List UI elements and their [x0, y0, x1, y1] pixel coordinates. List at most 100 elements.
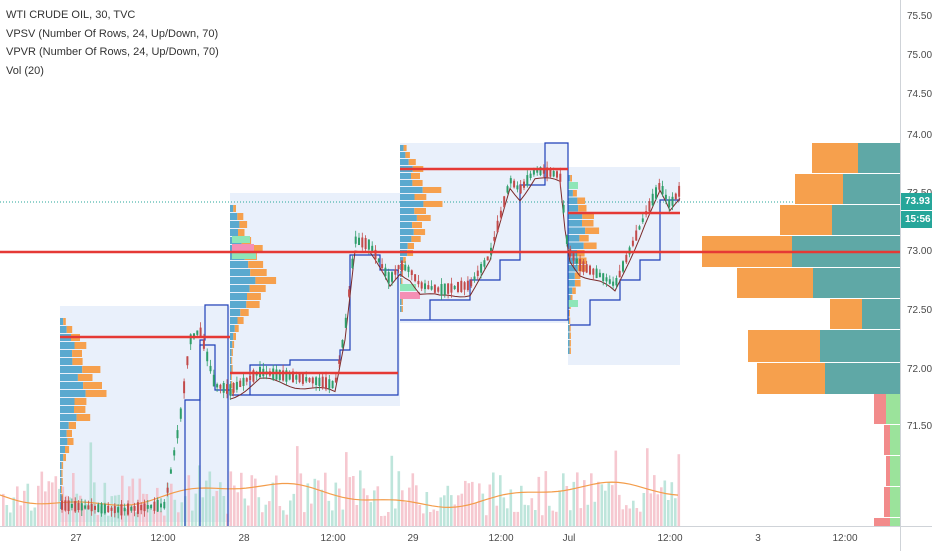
profile-down-row: [416, 215, 431, 221]
chart-area[interactable]: WTI CRUDE OIL, 30, TVC VPSV (Number Of R…: [0, 0, 900, 526]
candle-body: [103, 504, 106, 514]
profile-up-row: [230, 349, 232, 356]
volume-bar: [201, 497, 205, 526]
volume-bar: [380, 516, 383, 526]
candle-body: [381, 264, 384, 269]
time-axis[interactable]: 27 12:00 28 12:00 29 12:00 Jul 12:00 3 1…: [0, 526, 900, 551]
profile-up-row: [60, 382, 84, 389]
volume-bar: [649, 493, 653, 526]
volume-bar: [443, 495, 446, 526]
candle-body: [133, 506, 136, 511]
volume-bar: [166, 482, 170, 526]
indicator-legend: WTI CRUDE OIL, 30, TVC VPSV (Number Of R…: [6, 6, 219, 80]
volume-bar: [411, 473, 415, 526]
volume-bar: [611, 485, 614, 526]
candle-body: [216, 384, 219, 388]
profile-down-row: [407, 243, 414, 249]
price-tick: 72.50: [907, 305, 932, 316]
profile-up-row: [60, 374, 78, 381]
profile-down-row: [248, 245, 263, 252]
candle-body: [638, 226, 641, 230]
profile-down-row: [582, 220, 594, 227]
price-tick: 73.00: [907, 246, 932, 257]
volume-bar: [58, 488, 61, 526]
candle-body: [70, 504, 73, 508]
candle-body: [503, 196, 506, 208]
volume-bar: [191, 510, 194, 526]
volume-bar: [572, 481, 576, 526]
candle-body: [562, 204, 565, 213]
legend-vpsv[interactable]: VPSV (Number Of Rows, 24, Up/Down, 70): [6, 27, 219, 40]
profile-up-row: [400, 159, 409, 165]
candle-body: [453, 286, 456, 289]
legend-vol[interactable]: Vol (20): [6, 64, 44, 77]
profile-down-row: [401, 299, 403, 305]
profile-down-row: [401, 278, 403, 284]
price-axis[interactable]: 75.50 75.00 74.50 74.00 73.50 73.00 72.5…: [900, 0, 932, 526]
profile-down-row: [578, 205, 587, 212]
profile-up-row: [230, 309, 241, 316]
candle-body: [351, 258, 354, 269]
volume-bar: [621, 509, 625, 526]
candle-body: [377, 258, 380, 262]
volume-bar: [663, 480, 667, 526]
session-volume-profiles: [60, 145, 600, 509]
profile-down-row: [422, 187, 442, 193]
volume-bar: [404, 502, 408, 526]
volume-bars: [2, 442, 681, 526]
candle-body: [447, 283, 450, 294]
time-tick: 12:00: [320, 533, 346, 544]
volume-bar: [625, 505, 628, 526]
volume-bar: [16, 486, 19, 526]
candle-body: [523, 181, 525, 188]
profile-down-row: [414, 208, 426, 214]
profile-down-row: [577, 265, 586, 272]
profile-up-row: [400, 229, 414, 235]
profile-up-row: [568, 175, 571, 182]
profile-down-row: [66, 430, 72, 437]
profile-down-row: [231, 389, 234, 396]
chart-canvas[interactable]: [0, 0, 900, 526]
candle-body: [110, 507, 113, 511]
legend-vpvr[interactable]: VPVR (Number Of Rows, 24, Up/Down, 70): [6, 46, 219, 58]
candle-body: [183, 381, 186, 394]
volume-bar: [604, 490, 607, 526]
legend-symbol[interactable]: WTI CRUDE OIL, 30, TVC: [6, 9, 136, 21]
candle-body: [598, 272, 601, 278]
candle-body: [513, 180, 516, 188]
candle-body: [242, 377, 245, 386]
candle-body: [97, 504, 100, 513]
candle-body: [579, 259, 582, 271]
time-tick: 27: [70, 533, 82, 544]
profile-down-row: [411, 173, 420, 179]
candle-body: [212, 374, 215, 387]
candle-body: [331, 380, 334, 389]
candle-body: [420, 282, 423, 289]
candle-body: [156, 500, 159, 512]
profile-up-row: [60, 326, 67, 333]
profile-up-row: [400, 208, 415, 214]
profile-down-row: [405, 152, 410, 158]
candle-body: [506, 186, 509, 193]
volume-sma-line: [0, 481, 679, 509]
volume-bar: [44, 491, 47, 526]
profile-up-row: [400, 278, 402, 284]
candle-body: [608, 279, 611, 284]
profile-up-row: [60, 494, 62, 501]
candle-body: [674, 193, 677, 199]
volume-bar: [415, 485, 418, 526]
profile-up-row: [60, 318, 64, 325]
profile-down-row: [412, 180, 423, 186]
volume-bar: [9, 512, 12, 526]
profile-up-row: [60, 478, 62, 485]
volume-bar: [352, 476, 355, 526]
candle-body: [206, 351, 209, 362]
candle-body: [176, 430, 179, 439]
candle-body: [589, 265, 591, 275]
volume-bar: [446, 485, 450, 526]
profile-up-row: [60, 470, 62, 477]
profile-up-row: [60, 462, 62, 469]
volume-bar: [674, 498, 677, 526]
profile-highlight-row: [232, 236, 250, 243]
candle-body: [173, 450, 176, 456]
